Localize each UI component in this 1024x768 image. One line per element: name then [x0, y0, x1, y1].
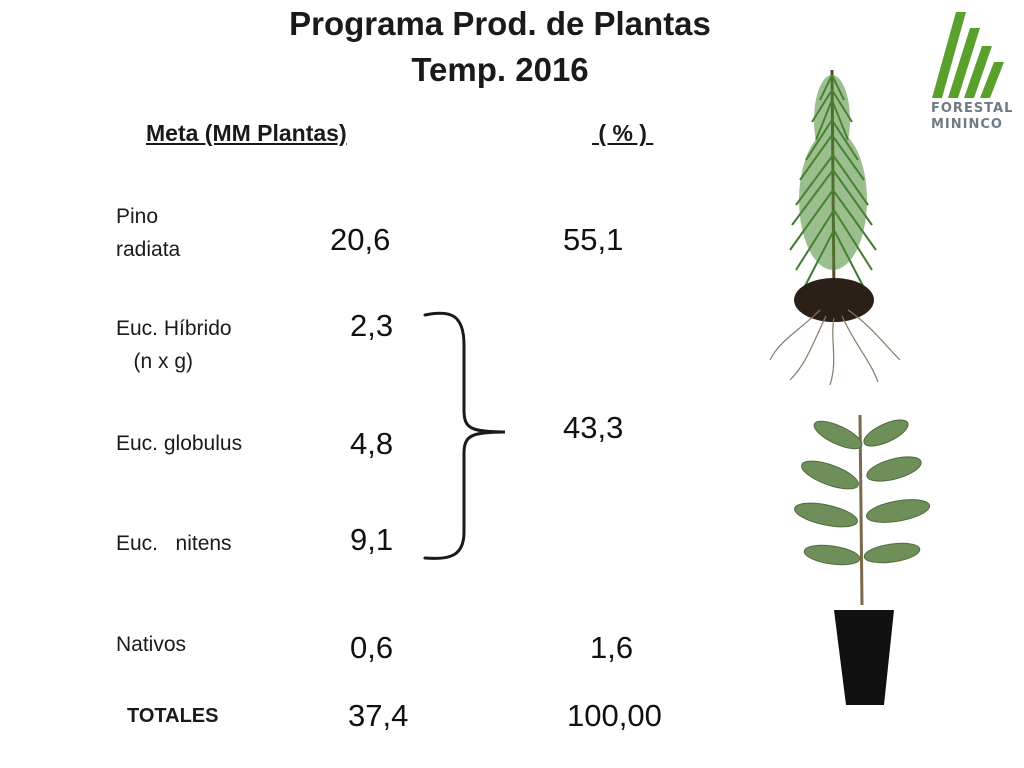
row-label-nitens: Euc. nitens — [116, 532, 232, 555]
pct-value-nativos: 1,6 — [590, 630, 634, 665]
meta-value-nitens: 9,1 — [350, 522, 394, 557]
meta-value-nativos: 0,6 — [350, 630, 394, 665]
column-header-percent: ( % ) — [592, 120, 654, 146]
page-title: Programa Prod. de Plantas — [289, 5, 711, 42]
row-label-pino: Pino — [116, 205, 159, 228]
row-label-globulus: Euc. globulus — [116, 432, 243, 455]
meta-value-hibrido: 2,3 — [350, 308, 394, 343]
totals-label: TOTALES — [127, 705, 219, 727]
row-label-pino-2: radiata — [116, 238, 181, 261]
meta-value-pino: 20,6 — [330, 222, 391, 257]
column-header-meta: Meta (MM Plantas) — [146, 120, 347, 146]
totals-pct: 100,00 — [567, 698, 662, 733]
forestal-mininco-logo-icon — [932, 12, 1004, 98]
pine-seedling-image — [769, 69, 901, 386]
meta-value-globulus: 4,8 — [350, 426, 394, 461]
row-label-nativos: Nativos — [116, 633, 187, 656]
row-label-hibrido-2: (n x g) — [116, 350, 194, 373]
page-subtitle: Temp. 2016 — [411, 51, 589, 88]
logo-text-mininco: MININCO — [931, 117, 1003, 132]
eucalyptus-seedling-image — [794, 414, 931, 705]
pct-value-eucalyptus: 43,3 — [563, 410, 624, 445]
bracket-icon — [423, 311, 506, 560]
pct-value-pino: 55,1 — [563, 222, 624, 257]
row-label-hibrido: Euc. Híbrido — [116, 317, 232, 340]
logo-text-forestal: FORESTAL — [931, 101, 1014, 116]
totals-meta: 37,4 — [348, 698, 409, 733]
